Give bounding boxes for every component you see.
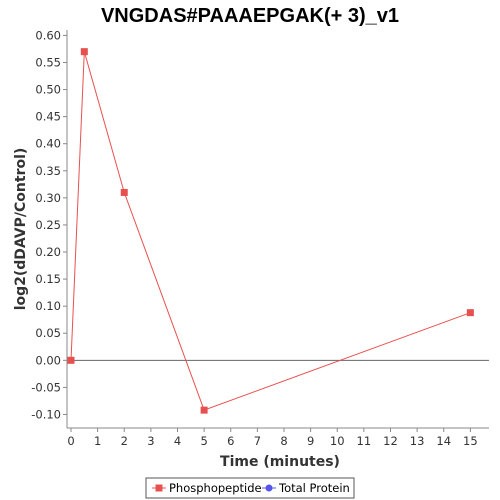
y-axis-label: log2(dDAVP/Control) xyxy=(13,148,29,311)
y-tick-label: 0.30 xyxy=(35,191,61,205)
y-tick-label: 0.50 xyxy=(35,83,61,97)
x-tick-label: 1 xyxy=(94,434,101,448)
x-tick-label: 2 xyxy=(121,434,128,448)
x-tick-label: 6 xyxy=(227,434,234,448)
x-axis-label: Time (minutes) xyxy=(220,454,340,470)
x-tick-label: 13 xyxy=(410,434,425,448)
x-axis-ticks: 0 1 2 3 4 5 6 7 8 9 10 11 12 13 14 15 xyxy=(67,428,478,448)
legend-label: Phosphopeptide xyxy=(169,481,262,495)
plot-frame xyxy=(67,30,489,428)
x-tick-label: 0 xyxy=(67,434,74,448)
x-tick-label: 10 xyxy=(330,434,345,448)
y-tick-label: 0.05 xyxy=(35,326,61,340)
legend-items: Phosphopeptide Total Protein xyxy=(152,481,350,495)
y-tick-label: 0.60 xyxy=(35,28,61,42)
data-point xyxy=(67,356,75,364)
x-tick-label: 8 xyxy=(280,434,287,448)
x-tick-label: 15 xyxy=(463,434,478,448)
x-tick-label: 11 xyxy=(357,434,372,448)
data-point xyxy=(200,406,208,414)
plot-area xyxy=(66,30,489,429)
legend-swatch-circle xyxy=(265,484,273,492)
legend-box xyxy=(145,477,355,499)
series-layer xyxy=(67,48,474,414)
y-tick-label: 0.40 xyxy=(35,137,61,151)
data-point xyxy=(120,188,128,196)
legend: Phosphopeptide Total Protein xyxy=(145,477,355,499)
y-axis-ticks: -0.10 -0.05 0.00 0.05 0.10 0.15 0.20 0.25 0.30 0.… xyxy=(31,28,67,421)
y-tick-label: 0.45 xyxy=(35,110,61,124)
legend-label: Total Protein xyxy=(278,481,350,495)
y-tick-label: 0.35 xyxy=(35,164,61,178)
y-tick-label: -0.05 xyxy=(31,380,61,394)
y-tick-label: -0.10 xyxy=(31,407,61,421)
x-tick-label: 7 xyxy=(254,434,261,448)
y-tick-label: 0.55 xyxy=(35,55,61,69)
x-tick-label: 14 xyxy=(436,434,451,448)
y-tick-label: 0.25 xyxy=(35,218,61,232)
x-tick-label: 12 xyxy=(383,434,398,448)
data-point xyxy=(80,48,88,56)
legend-swatch-square xyxy=(155,484,163,492)
x-tick-label: 4 xyxy=(174,434,181,448)
x-tick-label: 9 xyxy=(307,434,314,448)
x-tick-label: 3 xyxy=(147,434,154,448)
y-tick-label: 0.20 xyxy=(35,245,61,259)
y-tick-label: 0.15 xyxy=(35,272,61,286)
data-point xyxy=(466,309,474,317)
y-tick-label: 0.00 xyxy=(35,353,61,367)
y-tick-label: 0.10 xyxy=(35,299,61,313)
x-tick-label: 5 xyxy=(200,434,207,448)
chart-title: VNGDAS#PAAAEPGAK(+ 3)_v1 xyxy=(101,5,399,27)
